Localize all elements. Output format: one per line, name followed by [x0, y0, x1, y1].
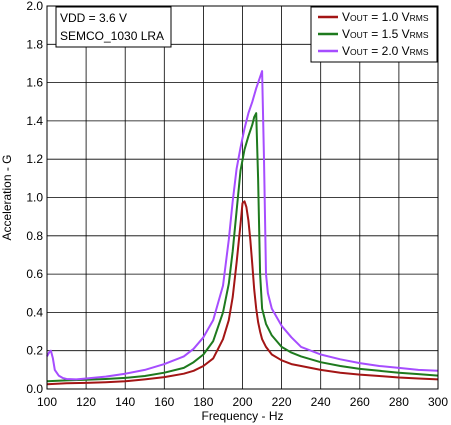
x-tick-label: 160 — [154, 395, 174, 409]
x-tick-label: 100 — [37, 395, 57, 409]
legend-label-2: VOUT = 1.5 VRMS — [342, 27, 429, 41]
x-tick-label: 180 — [193, 395, 213, 409]
legend: VOUT = 1.0 VRMS VOUT = 1.5 VRMS VOUT = 2.0… — [310, 6, 438, 63]
x-tick-label: 300 — [428, 395, 448, 409]
y-tick-label: 0.4 — [26, 305, 43, 319]
x-tick-label: 200 — [232, 395, 252, 409]
y-tick-label: 2.0 — [26, 0, 43, 13]
x-tick-label: 120 — [76, 395, 96, 409]
series-line-1 — [46, 200, 439, 386]
series-layer — [46, 70, 439, 386]
y-tick-label: 1.8 — [26, 37, 43, 51]
x-axis-label: Frequency - Hz — [201, 409, 283, 423]
x-tick-label: 140 — [115, 395, 135, 409]
x-tick-labels: 100 120 140 160 180 200 220 240 260 280 300 — [37, 395, 448, 409]
y-tick-labels: 0.0 0.2 0.4 0.6 0.8 1.0 1.2 1.4 1.6 1.8 2.0 — [26, 0, 43, 396]
y-tick-label: 1.6 — [26, 76, 43, 90]
x-tick-label: 240 — [311, 395, 331, 409]
condition-vdd: VDD = 3.6 V — [60, 11, 127, 25]
series-line-3 — [46, 70, 439, 381]
conditions-box: VDD = 3.6 V SEMCO_1030 LRA — [55, 6, 172, 48]
x-tick-label: 220 — [272, 395, 292, 409]
condition-device: SEMCO_1030 LRA — [60, 29, 164, 43]
x-tick-label: 280 — [389, 395, 409, 409]
y-tick-label: 0.0 — [26, 382, 43, 396]
y-tick-label: 0.8 — [26, 229, 43, 243]
y-tick-label: 1.4 — [26, 114, 43, 128]
plot-frame — [46, 5, 439, 390]
y-tick-label: 0.6 — [26, 267, 43, 281]
series-line-2 — [46, 112, 439, 383]
legend-label-1: VOUT = 1.0 VRMS — [342, 10, 429, 24]
y-tick-label: 1.0 — [26, 191, 43, 205]
y-tick-label: 1.2 — [26, 152, 43, 166]
legend-label-3: VOUT = 2.0 VRMS — [342, 44, 429, 58]
y-tick-label: 0.2 — [26, 344, 43, 358]
x-tick-label: 260 — [350, 395, 370, 409]
grid — [46, 5, 439, 390]
y-axis-label: Acceleration - G — [0, 154, 14, 240]
